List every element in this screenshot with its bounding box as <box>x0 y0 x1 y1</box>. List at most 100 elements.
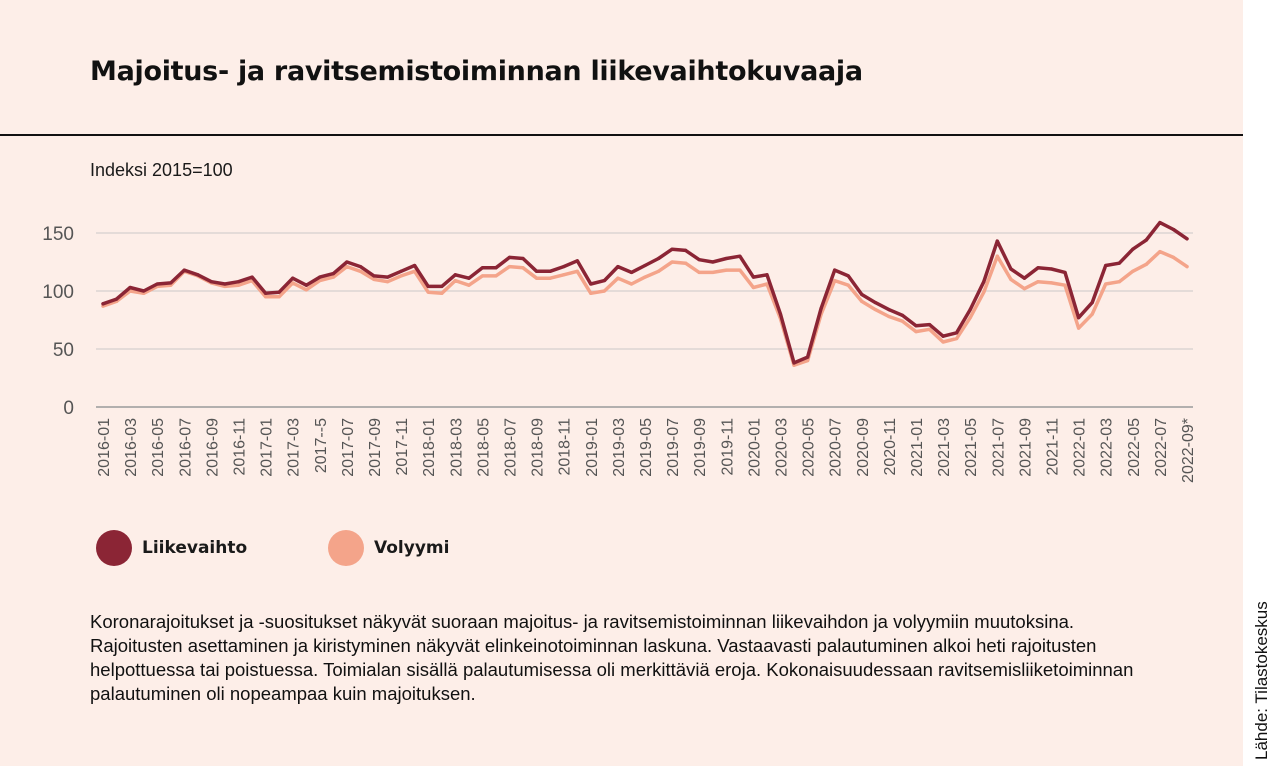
data-point-volyymi <box>277 295 281 299</box>
data-point-liikevaihto <box>1049 267 1054 271</box>
data-point-volyymi <box>1131 269 1135 273</box>
data-point-liikevaihto <box>995 239 999 243</box>
data-point-volyymi <box>656 269 661 273</box>
data-point-liikevaihto <box>467 276 471 280</box>
data-point-liikevaihto <box>155 282 159 286</box>
x-tick-label: 2019-07 <box>665 418 682 477</box>
data-point-liikevaihto <box>1009 267 1013 271</box>
data-point-liikevaihto <box>358 265 363 269</box>
data-point-liikevaihto <box>426 284 430 288</box>
data-point-volyymi <box>358 269 363 273</box>
data-point-volyymi <box>602 289 606 293</box>
data-point-liikevaihto <box>318 275 322 279</box>
data-point-volyymi <box>331 275 335 279</box>
data-point-liikevaihto <box>440 284 444 288</box>
data-point-liikevaihto <box>1104 263 1108 268</box>
x-tick-label: 2021-03 <box>936 418 953 477</box>
data-point-liikevaihto <box>521 256 525 261</box>
data-point-liikevaihto <box>1036 266 1040 270</box>
data-point-liikevaihto <box>372 274 376 278</box>
data-point-volyymi <box>589 291 593 295</box>
data-point-liikevaihto <box>304 283 308 287</box>
x-tick-label: 2019-05 <box>638 418 655 477</box>
data-point-liikevaihto <box>927 323 932 327</box>
data-point-volyymi <box>1185 265 1189 269</box>
data-point-volyymi <box>765 282 769 286</box>
data-point-volyymi <box>1158 249 1162 254</box>
data-point-volyymi <box>291 281 295 285</box>
x-tick-label: 2021-07 <box>990 418 1007 477</box>
legend-item-liikevaihto: Liikevaihto <box>96 530 247 566</box>
data-point-liikevaihto <box>250 275 254 279</box>
x-tick-label: 2021-05 <box>963 418 980 477</box>
data-point-liikevaihto <box>941 334 945 338</box>
data-point-volyymi <box>575 269 579 273</box>
data-point-liikevaihto <box>182 268 186 272</box>
data-point-liikevaihto <box>101 302 105 306</box>
data-point-liikevaihto <box>887 307 891 312</box>
data-point-liikevaihto <box>1158 220 1162 225</box>
data-point-volyymi <box>914 330 918 334</box>
data-point-volyymi <box>995 254 999 258</box>
data-point-liikevaihto <box>264 291 268 295</box>
data-point-liikevaihto <box>914 324 918 328</box>
data-point-volyymi <box>955 336 959 341</box>
data-point-volyymi <box>1049 281 1054 285</box>
data-point-liikevaihto <box>562 265 566 269</box>
data-point-liikevaihto <box>1171 227 1176 232</box>
data-point-volyymi <box>453 278 457 283</box>
legend-item-volyymi: Volyymi <box>328 530 449 566</box>
data-point-liikevaihto <box>968 307 972 312</box>
x-tick-label: 2017-09 <box>367 418 384 477</box>
data-point-volyymi <box>806 359 810 363</box>
data-point-volyymi <box>1036 280 1040 284</box>
data-point-liikevaihto <box>602 278 606 283</box>
data-point-liikevaihto <box>507 255 512 259</box>
data-point-volyymi <box>846 283 850 287</box>
x-tick-label: 2018-05 <box>475 418 492 477</box>
x-tick-label: 2020-05 <box>801 418 818 477</box>
data-point-volyymi <box>345 265 349 269</box>
data-point-liikevaihto <box>697 258 701 262</box>
data-point-liikevaihto <box>792 361 796 365</box>
data-point-volyymi <box>1063 283 1067 287</box>
source-label: Lähde: Tilastokeskus <box>1252 601 1271 760</box>
data-point-volyymi <box>385 280 390 284</box>
y-tick-label: 100 <box>42 282 74 303</box>
data-point-volyymi <box>1009 277 1013 281</box>
data-point-volyymi <box>833 278 837 283</box>
data-point-volyymi <box>318 278 322 283</box>
data-point-liikevaihto <box>900 313 905 317</box>
x-tick-label: 2018-11 <box>557 418 574 476</box>
data-point-liikevaihto <box>575 259 579 263</box>
x-tick-label: 2017-01 <box>259 418 276 477</box>
data-point-volyymi <box>1104 282 1108 286</box>
data-point-volyymi <box>1077 326 1081 330</box>
data-point-volyymi <box>629 282 634 286</box>
data-point-volyymi <box>982 290 986 294</box>
data-point-volyymi <box>480 274 484 278</box>
x-tick-label: 2018-03 <box>448 418 465 477</box>
title-divider <box>0 134 1243 136</box>
data-point-liikevaihto <box>345 260 349 264</box>
data-point-volyymi <box>941 340 945 344</box>
data-point-volyymi <box>887 314 891 319</box>
data-point-liikevaihto <box>413 263 417 268</box>
data-point-liikevaihto <box>860 292 864 297</box>
chart-panel <box>0 0 1243 766</box>
chart-description: Koronarajoitukset ja -suositukset näkyvä… <box>90 611 1134 704</box>
data-point-volyymi <box>1144 262 1148 266</box>
x-tick-label: 2016-11 <box>232 418 249 476</box>
x-tick-label: 2019-09 <box>692 418 709 477</box>
y-tick-label: 50 <box>53 340 74 361</box>
data-point-volyymi <box>1022 287 1026 291</box>
data-point-liikevaihto <box>589 282 593 286</box>
data-point-liikevaihto <box>548 269 552 273</box>
data-point-volyymi <box>372 277 376 281</box>
x-tick-label: 2019-11 <box>719 418 736 476</box>
data-point-liikevaihto <box>114 297 119 301</box>
series-line-volyymi <box>101 249 1189 367</box>
x-tick-label: 2019-03 <box>611 418 628 477</box>
x-tick-label: 2017-11 <box>394 418 411 476</box>
x-tick-label: 2021-11 <box>1045 418 1062 476</box>
